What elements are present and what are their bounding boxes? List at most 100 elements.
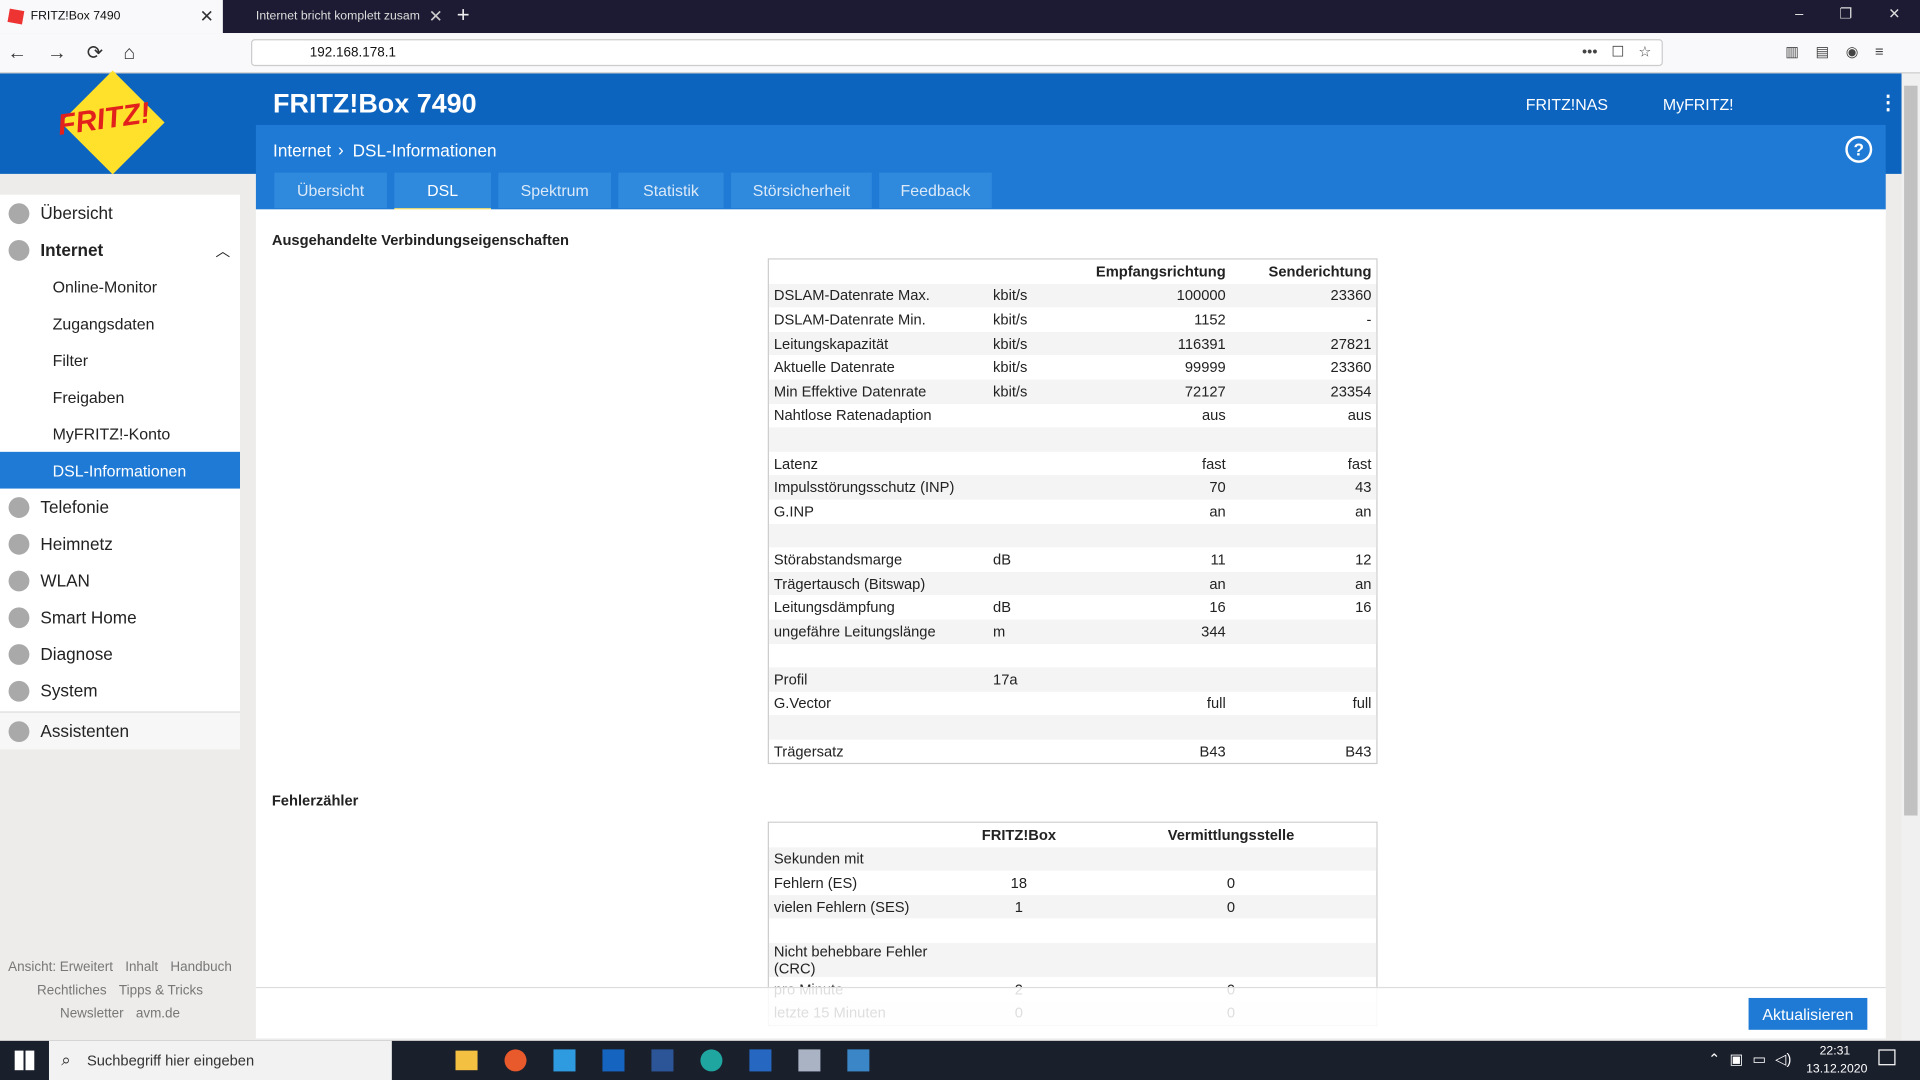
breadcrumb-sep: › (337, 139, 344, 160)
menu-label[interactable]: Übersicht (40, 203, 113, 223)
cell-value: 0 (1226, 874, 1236, 892)
menu-item[interactable]: System (0, 672, 240, 709)
footer-link[interactable]: Newsletter (59, 1006, 124, 1022)
submenu-label[interactable]: MyFRITZ!-Konto (52, 424, 171, 443)
table-header: FRITZ!Box Vermittlungsstelle (768, 822, 1377, 847)
table-row: Leitungsdämpfung dB 16 16 (769, 595, 1376, 619)
cell-value: kbit/s (993, 382, 1028, 401)
footer-link[interactable]: avm.de (135, 1006, 181, 1022)
row-label: Nicht behebbare Fehler (CRC) (773, 942, 928, 978)
menu-label[interactable]: Diagnose (40, 644, 113, 664)
url-actions[interactable]: ••• ☐ ☆ (1582, 42, 1652, 61)
tab[interactable]: DSL (394, 172, 492, 212)
help[interactable]: ? (1845, 135, 1873, 163)
footer-line: Ansicht: Erweitert Inhalt Handbuch (0, 956, 240, 979)
product-title: FRITZ!Box 7490 (273, 88, 477, 119)
footer-link[interactable]: Inhalt (125, 960, 159, 975)
menu-icon (8, 606, 30, 628)
cell-value: 100000 (1176, 287, 1226, 305)
table-row: Leitungskapazität kbit/s 116391 27821 (768, 331, 1377, 356)
cell-value: 1 (1014, 898, 1023, 916)
menu-label[interactable]: System (40, 680, 98, 701)
footer-link[interactable]: Handbuch (170, 960, 232, 975)
submenu-item[interactable]: Filter (0, 342, 240, 379)
cell-value: 116391 (1177, 334, 1226, 353)
menu-item[interactable]: Telefonie (0, 489, 240, 526)
cell-value: full (1352, 694, 1372, 713)
header-link[interactable]: FRITZ!NAS (1525, 95, 1608, 114)
nav-buttons[interactable]: ← → ⟳ ⌂ (7, 42, 136, 64)
search-placeholder[interactable]: Suchbegriff hier eingeben (86, 1051, 255, 1069)
tab-close[interactable]: ✕ (428, 6, 443, 26)
scroll-thumb[interactable] (1904, 85, 1918, 816)
cell-value: 72127 (1184, 382, 1226, 401)
menu-label[interactable]: Assistenten (40, 721, 130, 741)
submenu-label[interactable]: Filter (52, 350, 89, 370)
menu-label[interactable]: Smart Home (40, 607, 137, 627)
row-label: Trägersatz (773, 742, 844, 761)
breadcrumb[interactable]: Internet (273, 140, 332, 161)
menu-label[interactable]: Internet (40, 240, 104, 260)
tab[interactable]: Feedback (879, 172, 992, 209)
menu-item[interactable]: WLAN (0, 562, 240, 599)
cell-value: 27821 (1330, 334, 1372, 353)
notifications[interactable] (1878, 1049, 1896, 1066)
tab-close[interactable]: ✕ (199, 6, 214, 26)
footer-link[interactable]: Rechtliches (37, 983, 107, 998)
column-header: Senderichtung (1268, 263, 1372, 281)
new-tab[interactable]: + (456, 2, 470, 27)
submenu-label[interactable]: DSL-Informationen (52, 461, 187, 480)
window-controls[interactable]: – ❐ ✕ (1795, 4, 1901, 23)
menu-item[interactable]: Diagnose (0, 636, 240, 673)
menu-dots[interactable]: ⋮ (1878, 93, 1898, 114)
menu-item[interactable]: Assistenten (0, 711, 241, 750)
menu-label[interactable]: Heimnetz (40, 533, 113, 554)
toolbar-icons[interactable]: ▥ ▤ ◉ ≡ (1785, 42, 1884, 61)
tab[interactable]: Spektrum (498, 172, 612, 209)
cell-value: an (1355, 502, 1372, 521)
table-row: Sekunden mit (768, 846, 1377, 871)
tab[interactable]: Störsicherheit (731, 172, 872, 209)
submenu-item[interactable]: DSL-Informationen (0, 451, 241, 489)
submenu-item[interactable]: Freigaben (0, 378, 240, 415)
footer-link[interactable]: Tipps & Tricks (118, 983, 203, 998)
submenu-label[interactable]: Zugangsdaten (52, 314, 155, 333)
collapse-arrow[interactable]: ︿ (215, 241, 231, 259)
taskbar-apps[interactable] (407, 1049, 897, 1073)
footer-link[interactable]: Ansicht: Erweitert (8, 960, 113, 975)
row-label: Profil (773, 670, 808, 689)
submenu-label[interactable]: Online-Monitor (52, 277, 158, 296)
menu-item[interactable]: Smart Home (0, 599, 240, 636)
submenu-item[interactable]: Online-Monitor (0, 268, 240, 305)
table-row: Nicht behebbare Fehler (CRC) (768, 942, 1377, 978)
url-field[interactable] (251, 39, 1663, 67)
clock-date[interactable]: 13.12.2020 (1806, 1062, 1868, 1077)
menu-icon (8, 239, 30, 261)
search-box[interactable] (48, 1040, 392, 1080)
refresh-button[interactable]: Aktualisieren (1748, 997, 1868, 1030)
tab-title[interactable]: Internet bricht komplett zusam (255, 9, 420, 24)
column-header: Empfangsrichtung (1095, 263, 1226, 281)
url[interactable]: 192.168.178.1 (309, 45, 396, 61)
row-label: ungefähre Leitungslänge (773, 622, 936, 641)
clock-time[interactable]: 22:31 (1819, 1044, 1851, 1058)
header-link[interactable]: MyFRITZ! (1662, 95, 1734, 114)
tab-title[interactable]: FRITZ!Box 7490 (30, 9, 121, 24)
table-header: Empfangsrichtung Senderichtung (768, 259, 1377, 284)
submenu-item[interactable]: MyFRITZ!-Konto (0, 415, 240, 452)
tab[interactable]: Übersicht (274, 172, 387, 209)
spacer-row (768, 427, 1377, 452)
menu-item[interactable]: Heimnetz (0, 525, 240, 562)
menu-icon (8, 202, 30, 224)
submenu-item[interactable]: Zugangsdaten (0, 305, 240, 342)
active-tab[interactable] (0, 0, 223, 34)
submenu-label[interactable]: Freigaben (52, 387, 125, 406)
table-row: Nahtlose Ratenadaption aus aus (769, 404, 1376, 428)
tray-icons[interactable]: ⌃ ▣ ▭ ◁) (1708, 1050, 1792, 1068)
menu-label[interactable]: Telefonie (40, 497, 110, 517)
menu-item[interactable]: Übersicht (0, 195, 240, 232)
menu-label[interactable]: WLAN (40, 570, 90, 591)
start-button[interactable] (14, 1050, 35, 1071)
menu-item[interactable]: Internet ︿ (0, 231, 240, 268)
tab[interactable]: Statistik (618, 172, 724, 209)
